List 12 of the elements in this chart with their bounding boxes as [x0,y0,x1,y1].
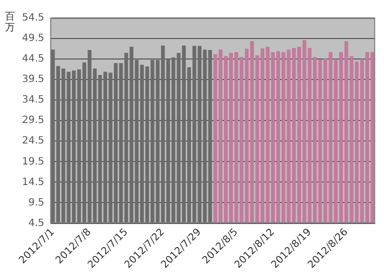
y-tick-label: 34.5 [22,94,44,106]
y-tick-label: 14.5 [22,176,44,188]
y-tick-label: 29.5 [22,115,44,126]
y-tick-label: 24.5 [22,136,44,147]
y-tick-label: 49.5 [22,33,44,44]
y-tick-label: 54.5 [22,12,44,24]
y-tick-label: 44.5 [22,54,44,65]
y-tick-label: 19.5 [22,156,44,168]
y-tick-label: 9.5 [28,197,44,208]
y-tick-label: 39.5 [22,74,44,86]
y-tick-label: 4.5 [28,218,44,229]
y-axis-title: 百万 [5,12,15,34]
